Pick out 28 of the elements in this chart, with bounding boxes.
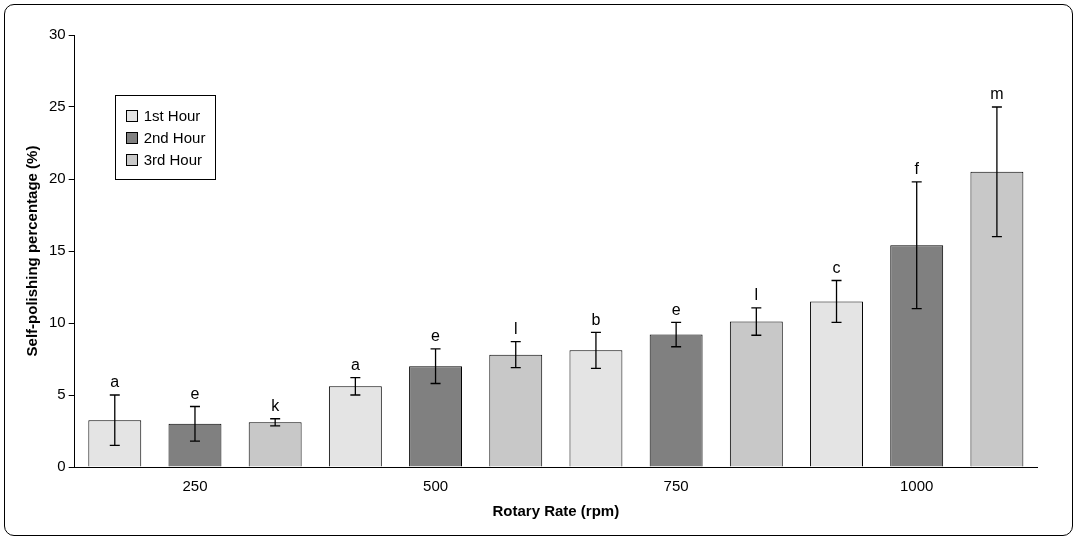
x-tick-label: 1000 bbox=[900, 477, 934, 495]
legend-label: 2nd Hour bbox=[143, 129, 206, 146]
y-tick-label: 20 bbox=[49, 169, 66, 187]
annotation: f bbox=[914, 160, 920, 178]
legend-label: 3rd Hour bbox=[143, 151, 203, 168]
annotation: c bbox=[832, 258, 841, 276]
annotation: a bbox=[110, 373, 120, 391]
y-tick-label: 15 bbox=[49, 241, 66, 259]
annotation: l bbox=[513, 320, 518, 338]
annotation: e bbox=[671, 300, 681, 318]
x-axis-title: Rotary Rate (rpm) bbox=[492, 502, 620, 520]
y-tick-label: 0 bbox=[57, 457, 66, 475]
annotation: b bbox=[591, 310, 601, 328]
annotation: a bbox=[350, 356, 360, 374]
x-tick-label: 500 bbox=[423, 477, 449, 495]
annotation: l bbox=[754, 286, 759, 304]
x-tick-label: 750 bbox=[663, 477, 689, 495]
annotation: k bbox=[271, 397, 281, 415]
y-axis-title: Self-polishing percentage (%) bbox=[23, 145, 41, 357]
y-tick-label: 25 bbox=[49, 97, 66, 115]
x-tick-label: 250 bbox=[182, 477, 208, 495]
y-tick-label: 10 bbox=[49, 313, 66, 331]
annotation: e bbox=[431, 327, 441, 345]
annotation: m bbox=[990, 85, 1004, 103]
y-tick-label: 5 bbox=[57, 385, 66, 403]
annotation: e bbox=[190, 384, 200, 402]
y-tick-label: 30 bbox=[49, 25, 66, 43]
legend-label: 1st Hour bbox=[143, 107, 201, 124]
